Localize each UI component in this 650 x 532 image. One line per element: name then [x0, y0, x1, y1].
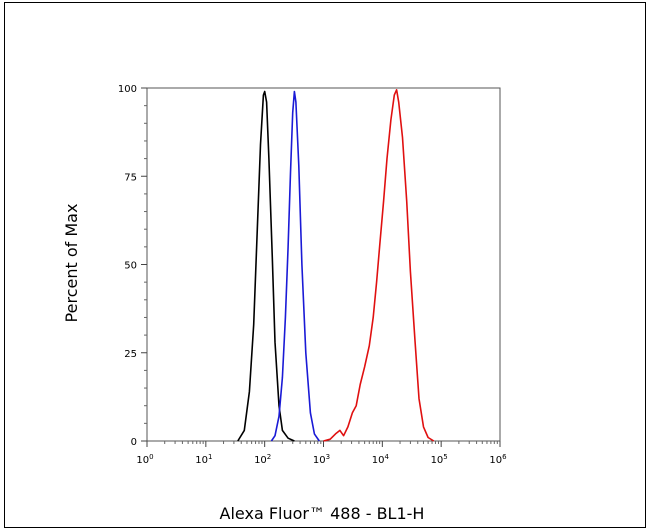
- y-tick-label: 50: [124, 261, 137, 272]
- x-tick-label: 102: [254, 453, 271, 466]
- figure-frame: [4, 2, 646, 528]
- y-tick-label: 0: [131, 437, 137, 448]
- x-tick-label: 103: [313, 453, 330, 466]
- series-layer: [237, 89, 435, 442]
- labels-layer: 100 101 102 103 104 105 106 0 25 50 75 100: [118, 84, 507, 466]
- y-axis-title: Percent of Max: [62, 204, 81, 323]
- x-tick-label: 106: [489, 453, 507, 466]
- x-tick-label: 100: [136, 453, 153, 466]
- x-tick-label: 105: [431, 453, 448, 466]
- ticks-layer: [141, 87, 501, 447]
- x-axis-title: Alexa Fluor™ 488 - BL1-H: [220, 504, 425, 523]
- y-tick-label: 75: [124, 172, 137, 183]
- y-tick-label: 25: [124, 349, 137, 360]
- histogram-series-line: [270, 90, 320, 442]
- y-tick-label: 100: [118, 84, 137, 95]
- x-tick-label: 104: [372, 453, 390, 466]
- plot-area: [146, 87, 501, 442]
- histogram-series-line: [237, 90, 295, 442]
- x-tick-label: 101: [195, 453, 212, 466]
- histogram-series-line: [323, 89, 435, 442]
